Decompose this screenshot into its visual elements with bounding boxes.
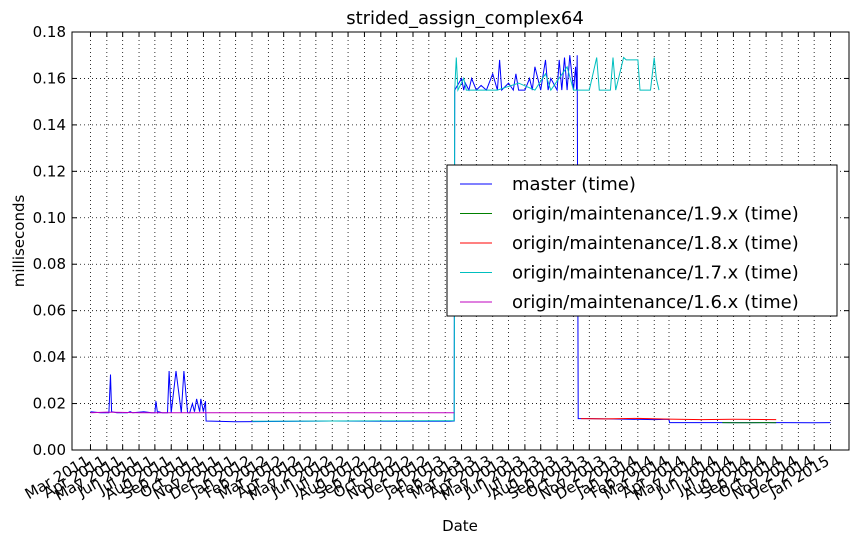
- series-line-2: [580, 417, 777, 421]
- grid: [72, 31, 849, 451]
- x-axis-title: Date: [442, 517, 478, 535]
- y-tick-label: 0.10: [33, 209, 66, 227]
- legend-box: [446, 164, 838, 317]
- y-tick-label: 0.14: [33, 116, 66, 134]
- chart-title: strided_assign_complex64: [346, 8, 584, 29]
- y-axis-title: milliseconds: [10, 195, 28, 288]
- legend-label: master (time): [512, 174, 636, 195]
- plot-frame: [71, 31, 850, 451]
- y-tick-label: 0.12: [33, 162, 66, 180]
- y-tick-label: 0.06: [33, 302, 66, 320]
- series-line-3: [251, 56, 660, 422]
- y-tick-label: 0.00: [33, 441, 66, 459]
- y-tick-label: 0.18: [33, 23, 66, 41]
- y-tick-label: 0.08: [33, 255, 66, 273]
- legend-label: origin/maintenance/1.8.x (time): [512, 233, 799, 254]
- y-tick-label: 0.04: [33, 348, 66, 366]
- y-axis: 0.00 0.02 0.04 0.06 0.08 0.10 0.12 0.14 0.16 0.18: [33, 23, 849, 459]
- legend-label: origin/maintenance/1.7.x (time): [512, 263, 799, 284]
- y-tick-label: 0.16: [33, 69, 66, 87]
- legend: master (time) origin/maintenance/1.9.x (t…: [446, 164, 838, 317]
- legend-label: origin/maintenance/1.9.x (time): [512, 204, 799, 225]
- plot-series: [90, 55, 831, 424]
- series-line-4: [90, 411, 455, 414]
- y-tick-label: 0.02: [33, 395, 66, 413]
- legend-label: origin/maintenance/1.6.x (time): [512, 292, 799, 313]
